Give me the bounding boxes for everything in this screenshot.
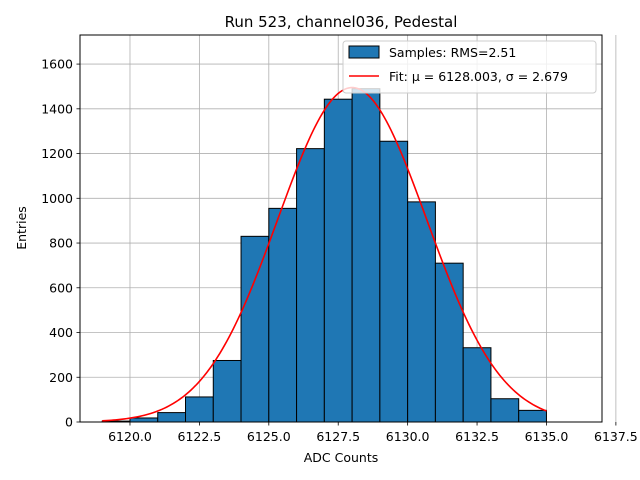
x-tick-label: 6130.0 [386,429,430,444]
y-tick-label: 1000 [41,191,73,206]
legend-samples-label: Samples: RMS=2.51 [389,45,516,60]
y-tick-label: 1600 [41,57,73,72]
histogram-bar [268,207,298,423]
histogram-bar [296,148,325,423]
y-axis-ticks: 0 200 400 600 800 1000 1200 1400 1600 [41,57,80,430]
legend-fit-label: Fit: μ = 6128.003, σ = 2.679 [389,69,568,84]
x-tick-label: 6120.0 [108,429,152,444]
histogram-bar [434,262,464,423]
x-axis-ticks: 6120.0 6122.5 6125.0 6127.5 6130.0 6132.5 6135… [108,422,638,444]
y-tick-label: 400 [49,325,73,340]
y-axis-label: Entries [14,206,29,250]
gaussian-fit-line [102,86,547,422]
y-tick-label: 1200 [41,146,73,161]
histogram-bar [462,347,492,423]
x-tick-label: 6125.0 [247,429,291,444]
y-tick-label: 200 [49,370,73,385]
y-tick-label: 600 [49,280,73,295]
histogram-bar [518,409,547,423]
y-tick-label: 0 [65,415,73,430]
histogram-bar [157,412,187,423]
x-tick-label: 6132.5 [455,429,499,444]
histogram-bar [185,396,214,423]
y-tick-label: 1400 [41,101,73,116]
histogram-bar [379,140,409,423]
chart-title: Run 523, channel036, Pedestal [225,13,458,31]
y-tick-label: 800 [49,236,73,251]
x-axis-label: ADC Counts [304,450,379,465]
histogram-bar [212,359,242,423]
histogram-bar [129,417,159,423]
x-tick-label: 6127.5 [316,429,360,444]
x-tick-label: 6137.5 [594,429,638,444]
x-tick-label: 6135.0 [525,429,569,444]
histogram-bar [323,98,353,423]
legend: Samples: RMS=2.51 Fit: μ = 6128.003, σ =… [342,40,597,94]
plot-frame [79,34,603,423]
histogram-bar [240,235,270,423]
histogram-bar [351,88,381,423]
histogram-bar [407,201,436,423]
legend-samples-swatch [348,45,380,59]
histogram-bars [101,88,547,423]
fit-curve [102,86,547,422]
x-tick-label: 6122.5 [178,429,222,444]
histogram-bar [490,398,520,423]
legend-box [342,40,597,94]
